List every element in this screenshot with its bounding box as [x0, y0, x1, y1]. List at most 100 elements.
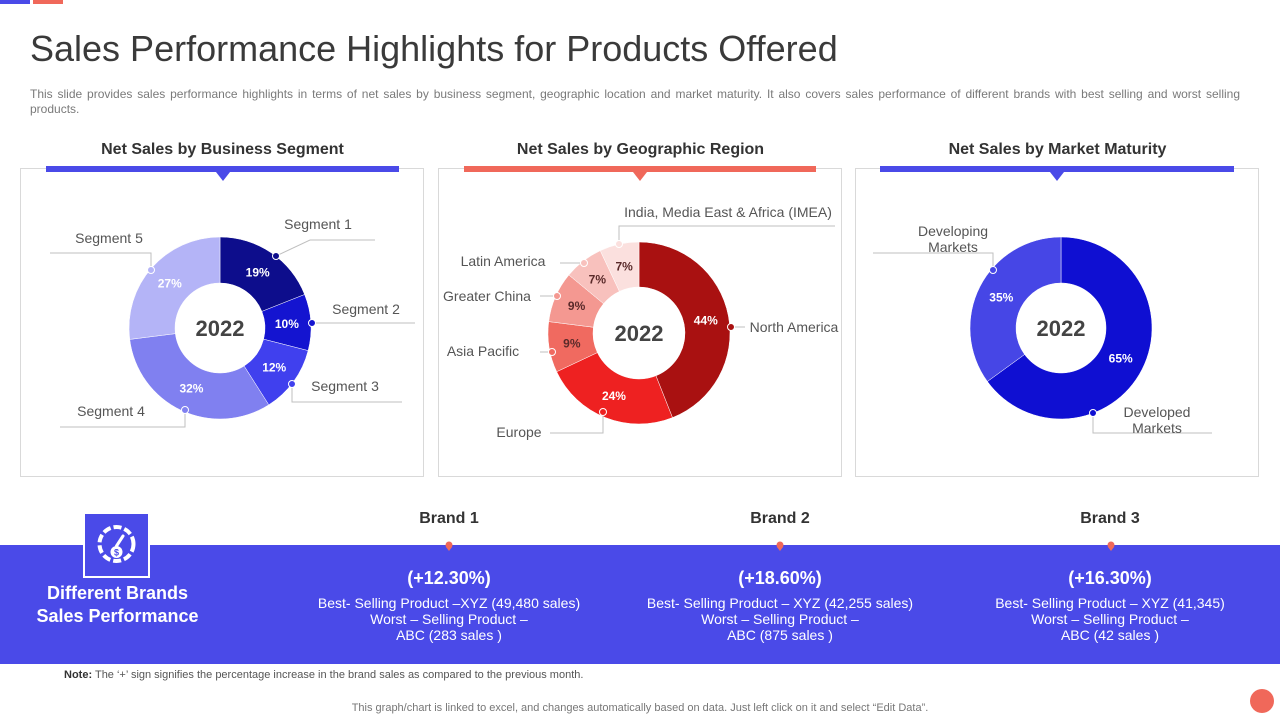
leader-line-3-1	[1092, 413, 1212, 434]
brand-3-best-selling: Best- Selling Product – XYZ (41,345)	[995, 595, 1225, 611]
panel-accent-bar-3	[880, 166, 1234, 172]
leader-dot-1-4	[181, 406, 189, 414]
donut-slice-1-4	[129, 333, 270, 420]
brand-3-change: (+16.30%)	[1068, 568, 1152, 588]
brands-band	[0, 545, 1280, 664]
donut-value-label-2-4: 9%	[568, 299, 586, 313]
donut-value-label-3-2: 35%	[989, 291, 1013, 305]
panel-arrow-2	[633, 172, 647, 181]
leader-dot-2-5	[580, 259, 588, 267]
top-accent-coral	[33, 0, 63, 4]
panel-title-market-maturity: Net Sales by Market Maturity	[948, 141, 1167, 158]
page-title: Sales Performance Highlights for Product…	[30, 28, 838, 69]
speedometer-dollar-icon: $	[83, 512, 150, 578]
brand-1-marker-icon	[445, 541, 453, 551]
category-label-1-4: Segment 4	[77, 403, 145, 419]
top-accent-blue	[0, 0, 30, 4]
category-label-2-3: Asia Pacific	[447, 343, 519, 359]
brands-heading-line1: Different Brands	[46, 583, 189, 603]
panel-accent-bar-1	[46, 166, 399, 172]
donut-slice-3-2	[969, 236, 1062, 382]
leader-line-1-1	[275, 239, 375, 257]
brand-1-change: (+12.30%)	[407, 568, 491, 588]
brand-1-best-selling: Best- Selling Product –XYZ (49,480 sales…	[317, 595, 581, 611]
brand-2-name: Brand 2	[750, 510, 810, 527]
donut-slice-2-2	[556, 352, 673, 425]
donut-slice-2-6	[599, 241, 640, 292]
leader-dot-2-4	[553, 292, 561, 300]
brand-3-marker-icon	[1107, 541, 1115, 551]
panel-arrow-1	[216, 172, 230, 181]
brands-section-heading: Different Brands Sales Performance	[20, 582, 215, 628]
donut-value-label-1-2: 10%	[275, 317, 299, 331]
donut-value-label-1-3: 12%	[262, 360, 286, 374]
category-label-line2: Markets	[928, 239, 978, 255]
donut-center-label-2: 2022	[615, 321, 664, 346]
svg-text:$: $	[114, 548, 119, 558]
donut-value-label-2-6: 7%	[615, 260, 633, 274]
category-label-2-6: India, Media East & Africa (IMEA)	[624, 204, 832, 220]
category-label-line2: Markets	[1132, 420, 1182, 436]
category-label-1-1: Segment 1	[284, 216, 352, 232]
category-label-3-2: Developing Markets	[918, 223, 988, 255]
category-label-2-1: North America	[750, 319, 839, 335]
category-label-1-5: Segment 5	[75, 230, 143, 246]
brand-1-worst-selling: Worst – Selling Product –	[370, 611, 528, 627]
leader-dot-2-2	[599, 408, 607, 416]
leader-dot-2-3	[548, 348, 556, 356]
footer-text: This graph/chart is linked to excel, and…	[351, 702, 929, 714]
leader-dot-3-1	[1089, 409, 1097, 417]
leader-dot-1-3	[288, 380, 296, 388]
donut-slice-1-5	[128, 236, 221, 340]
brand-3-name: Brand 3	[1080, 510, 1140, 527]
corner-dot	[1250, 689, 1274, 713]
note: Note: The ‘+’ sign signifies the percent…	[64, 669, 583, 681]
category-label-1-2: Segment 2	[332, 301, 400, 317]
donut-value-label-2-3: 9%	[563, 337, 581, 351]
leader-line-1-3	[291, 384, 402, 403]
leader-dot-1-1	[272, 252, 280, 260]
category-label-3-1: Developed Markets	[1124, 404, 1191, 436]
leader-line-1-4	[60, 410, 186, 428]
donut-value-label-2-1: 44%	[694, 313, 718, 327]
note-label: Note:	[64, 669, 93, 681]
brands-heading-line2: Sales Performance	[36, 606, 199, 626]
donut-center-label-1: 2022	[196, 316, 245, 341]
brand-2-change: (+18.60%)	[738, 568, 822, 588]
brand-3-worst-product: ABC (42 sales )	[1060, 627, 1160, 643]
donut-value-label-2-2: 24%	[602, 389, 626, 403]
brand-3-worst-selling: Worst – Selling Product –	[1031, 611, 1189, 627]
brand-1-name: Brand 1	[419, 510, 479, 527]
donut-chart-2: 44% North America 24% Europe 9% Asia Pacific 9…	[443, 204, 839, 440]
donut-slice-2-1	[638, 241, 731, 418]
category-label-2-2: Europe	[496, 424, 541, 440]
donut-value-label-1-1: 19%	[246, 266, 270, 280]
donut-value-label-3-1: 65%	[1109, 351, 1133, 365]
brand-2-worst-product: ABC (875 sales )	[727, 627, 833, 643]
leader-line-2-2	[550, 412, 604, 434]
donut-value-label-2-5: 7%	[589, 272, 607, 286]
panel-accent-bar-2	[464, 166, 816, 172]
brand-2-worst-selling: Worst – Selling Product –	[701, 611, 859, 627]
leader-line-1-5	[50, 252, 152, 270]
page-description: This slide provides sales performance hi…	[30, 87, 1240, 116]
brand-2-best-selling: Best- Selling Product – XYZ (42,255 sale…	[646, 595, 914, 611]
leader-dot-2-6	[615, 240, 623, 248]
leader-line-3-2	[873, 252, 994, 270]
donut-value-label-1-5: 27%	[158, 277, 182, 291]
donut-chart-1: 19% Segment 1 10% Segment 2 12% Segment 3 32% S…	[50, 216, 415, 428]
panel-arrow-3	[1050, 172, 1064, 181]
leader-dot-1-2	[308, 319, 316, 327]
category-label-line1: Developing	[918, 223, 988, 239]
category-label-1-3: Segment 3	[311, 378, 379, 394]
panel-title-business-segment: Net Sales by Business Segment	[101, 141, 344, 158]
leader-dot-1-5	[147, 266, 155, 274]
leader-line-2-6	[618, 225, 835, 244]
note-text: The ‘+’ sign signifies the percentage in…	[94, 669, 584, 681]
donut-center-label-3: 2022	[1037, 316, 1086, 341]
leader-dot-3-2	[989, 266, 997, 274]
category-label-line1: Developed	[1124, 404, 1191, 420]
leader-dot-2-1	[727, 323, 735, 331]
